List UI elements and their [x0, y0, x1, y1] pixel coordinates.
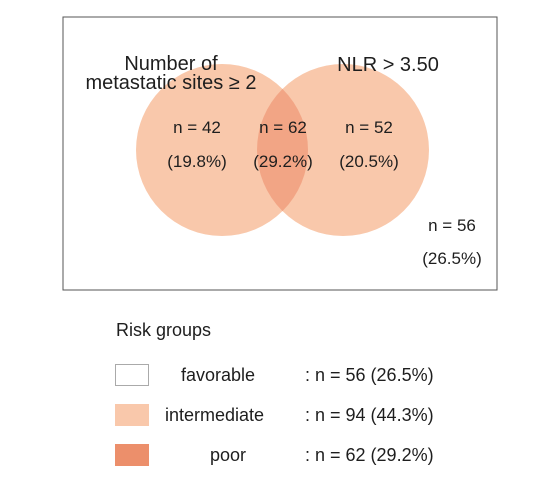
- legend-item-intermediate: intermediate : n = 94 (44.3%): [115, 403, 434, 427]
- legend-count-favorable: : n = 56 (26.5%): [305, 365, 434, 385]
- legend-label-favorable: favorable: [181, 365, 256, 385]
- venn-diagram: Number of metastatic sites ≥ 2 NLR > 3.5…: [62, 16, 498, 291]
- legend-label-poor: poor: [210, 445, 247, 465]
- region-overlap-n: n = 62: [259, 118, 307, 137]
- set-b-label: NLR > 3.50: [337, 54, 439, 76]
- set-a-label-line1: Number of: [124, 53, 218, 75]
- region-b-only-pct: (20.5%): [339, 152, 399, 171]
- region-a-only-pct: (19.8%): [167, 152, 227, 171]
- swatch-favorable: [115, 364, 149, 386]
- region-overlap-pct: (29.2%): [253, 152, 313, 171]
- region-neither-pct: (26.5%): [422, 249, 482, 268]
- legend-count-intermediate: : n = 94 (44.3%): [305, 405, 434, 425]
- legend-label-intermediate: intermediate: [165, 405, 265, 425]
- legend-item-poor: poor : n = 62 (29.2%): [115, 443, 434, 467]
- swatch-intermediate: [115, 404, 149, 426]
- swatch-poor: [115, 444, 149, 466]
- legend-count-poor: : n = 62 (29.2%): [305, 445, 434, 465]
- circle-metastatic-sites: [136, 64, 308, 236]
- legend-item-favorable: favorable : n = 56 (26.5%): [115, 363, 434, 387]
- set-a-label-line2: metastatic sites ≥ 2: [85, 72, 256, 94]
- region-a-only-n: n = 42: [173, 118, 221, 137]
- region-b-only-n: n = 52: [345, 118, 393, 137]
- region-neither-n: n = 56: [428, 216, 476, 235]
- circle-nlr: [257, 64, 429, 236]
- legend-title: Risk groups: [116, 320, 212, 340]
